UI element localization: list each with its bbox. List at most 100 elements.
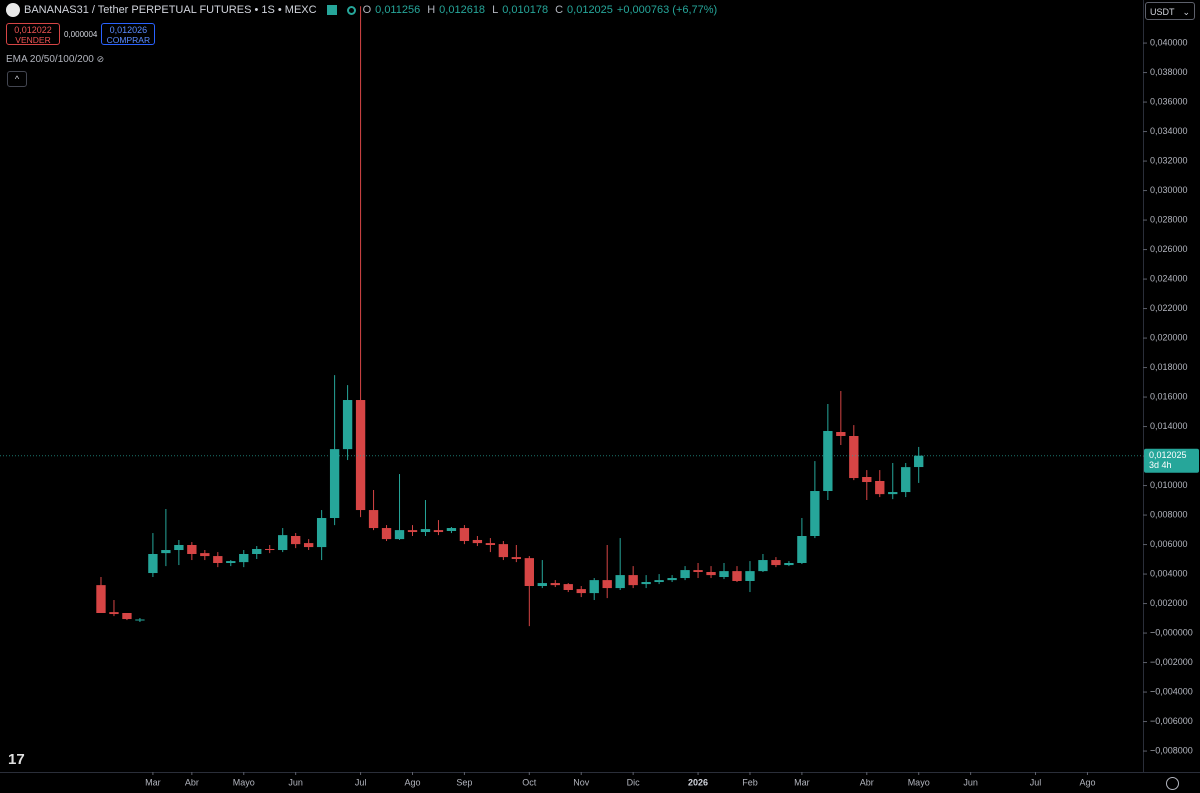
candle-body	[329, 449, 340, 519]
candle-body	[498, 544, 509, 558]
sell-button[interactable]: 0,012022 VENDER	[6, 23, 60, 45]
candle-body	[342, 400, 353, 450]
x-tick-label: Ago	[404, 777, 420, 787]
candle-body	[148, 553, 158, 574]
candle-body	[914, 455, 924, 468]
y-tick-label: 0,016000	[1150, 391, 1188, 401]
currency-button[interactable]: USDT ⌄	[1145, 2, 1195, 20]
y-tick-label: 0,022000	[1150, 303, 1188, 313]
y-tick-label: 0,004000	[1150, 568, 1188, 578]
price-tag-price: 0,012025	[1149, 450, 1187, 460]
candle-body	[161, 550, 171, 554]
candle-body	[836, 432, 846, 437]
candle-body	[550, 583, 560, 586]
candle-body	[459, 528, 470, 542]
candle-body	[719, 571, 729, 578]
y-tick-label: 0,014000	[1150, 421, 1188, 431]
trade-panel: 0,012022 VENDER 0,000004 0,012026 COMPRA…	[6, 23, 156, 45]
y-tick-label: −0,008000	[1150, 745, 1193, 755]
candle-body	[278, 535, 288, 551]
visibility-icon[interactable]: ⊘	[96, 54, 105, 64]
candle-body	[291, 536, 301, 545]
candle-body	[602, 580, 612, 589]
candle-body	[615, 575, 625, 589]
open-value: 0,011256	[375, 4, 421, 16]
sell-label: VENDER	[15, 35, 51, 45]
candle-body	[239, 553, 249, 563]
indicator-name: EMA 20/50/100/200	[6, 54, 94, 65]
candle-body	[303, 543, 314, 548]
symbol-logo	[6, 3, 20, 17]
candle-body	[96, 585, 106, 613]
candle-body	[823, 430, 833, 492]
close-value: 0,012025	[567, 4, 613, 16]
candle-body	[680, 570, 690, 579]
y-tick-label: 0,038000	[1150, 67, 1188, 77]
symbol: BANANAS31 / Tether PERPETUAL FUTURES • 1…	[24, 4, 317, 16]
candle-body	[485, 543, 496, 546]
x-tick-label: Sep	[456, 777, 472, 787]
flag[interactable]	[326, 5, 337, 15]
candle-body	[888, 492, 898, 495]
candle-body	[862, 477, 872, 483]
dropdown-arrow: ⌄	[1182, 7, 1190, 17]
currency: USDT	[1150, 7, 1175, 17]
y-tick-label: 0,020000	[1150, 332, 1188, 342]
y-tick-label: 0,028000	[1150, 214, 1188, 224]
indicator-legend[interactable]: EMA 20/50/100/200 ⊘	[6, 54, 104, 65]
x-tick-label: Mayo	[908, 777, 930, 787]
y-tick-label: 0,008000	[1150, 509, 1188, 519]
candle-body	[667, 578, 677, 581]
y-tick-label: −0,000000	[1150, 627, 1193, 637]
candle-body	[576, 589, 586, 594]
candle-body	[810, 491, 820, 537]
spread: 0,000004	[64, 29, 98, 39]
candle-body	[524, 558, 534, 587]
x-tick-label: Nov	[573, 777, 590, 787]
x-tick-label: Jun	[288, 777, 303, 787]
x-tick-label: Oct	[522, 777, 537, 787]
y-tick-label: −0,004000	[1150, 686, 1193, 696]
y-tick-label: 0,026000	[1150, 244, 1188, 254]
y-tick-label: 0,040000	[1150, 37, 1188, 47]
high-label: H	[427, 4, 436, 16]
candle-body	[394, 530, 405, 540]
candle-body	[433, 530, 444, 533]
buy-label: COMPRAR	[106, 35, 151, 45]
candle-body	[771, 560, 781, 566]
candle-body	[654, 580, 664, 583]
candle-body	[563, 584, 573, 590]
candle-body	[200, 553, 210, 557]
settings-button[interactable]	[1166, 777, 1179, 790]
candle-body	[368, 510, 379, 529]
x-tick-label: Jun	[963, 777, 978, 787]
candle-body	[122, 612, 132, 620]
buy-button[interactable]: 0,012026 COMPRAR	[101, 23, 156, 45]
candle-body	[316, 518, 327, 548]
x-tick-label: Abr	[185, 777, 199, 787]
high-value: 0,012618	[439, 4, 486, 16]
candle-body	[693, 570, 703, 572]
collapse-button[interactable]: ^	[7, 71, 27, 87]
x-tick-label: Mar	[145, 777, 161, 787]
status-dot	[346, 5, 356, 15]
candle-body	[732, 571, 742, 581]
y-tick-label: 0,024000	[1150, 273, 1188, 283]
candle-body	[849, 436, 859, 479]
y-tick-label: 0,032000	[1150, 155, 1188, 165]
candle-body	[420, 529, 431, 533]
candle-body	[187, 545, 197, 554]
candle-body	[706, 571, 716, 576]
candle-body	[174, 545, 184, 551]
y-tick-label: 0,018000	[1150, 362, 1188, 372]
tradingview-logo: 17	[8, 751, 25, 768]
candle-body	[252, 548, 262, 554]
candle-body	[407, 530, 418, 533]
candle-body	[511, 557, 522, 560]
candle-body	[213, 556, 223, 563]
y-tick-label: −0,006000	[1150, 716, 1193, 726]
y-tick-label: 0,002000	[1150, 598, 1188, 608]
candle-body	[537, 583, 547, 587]
